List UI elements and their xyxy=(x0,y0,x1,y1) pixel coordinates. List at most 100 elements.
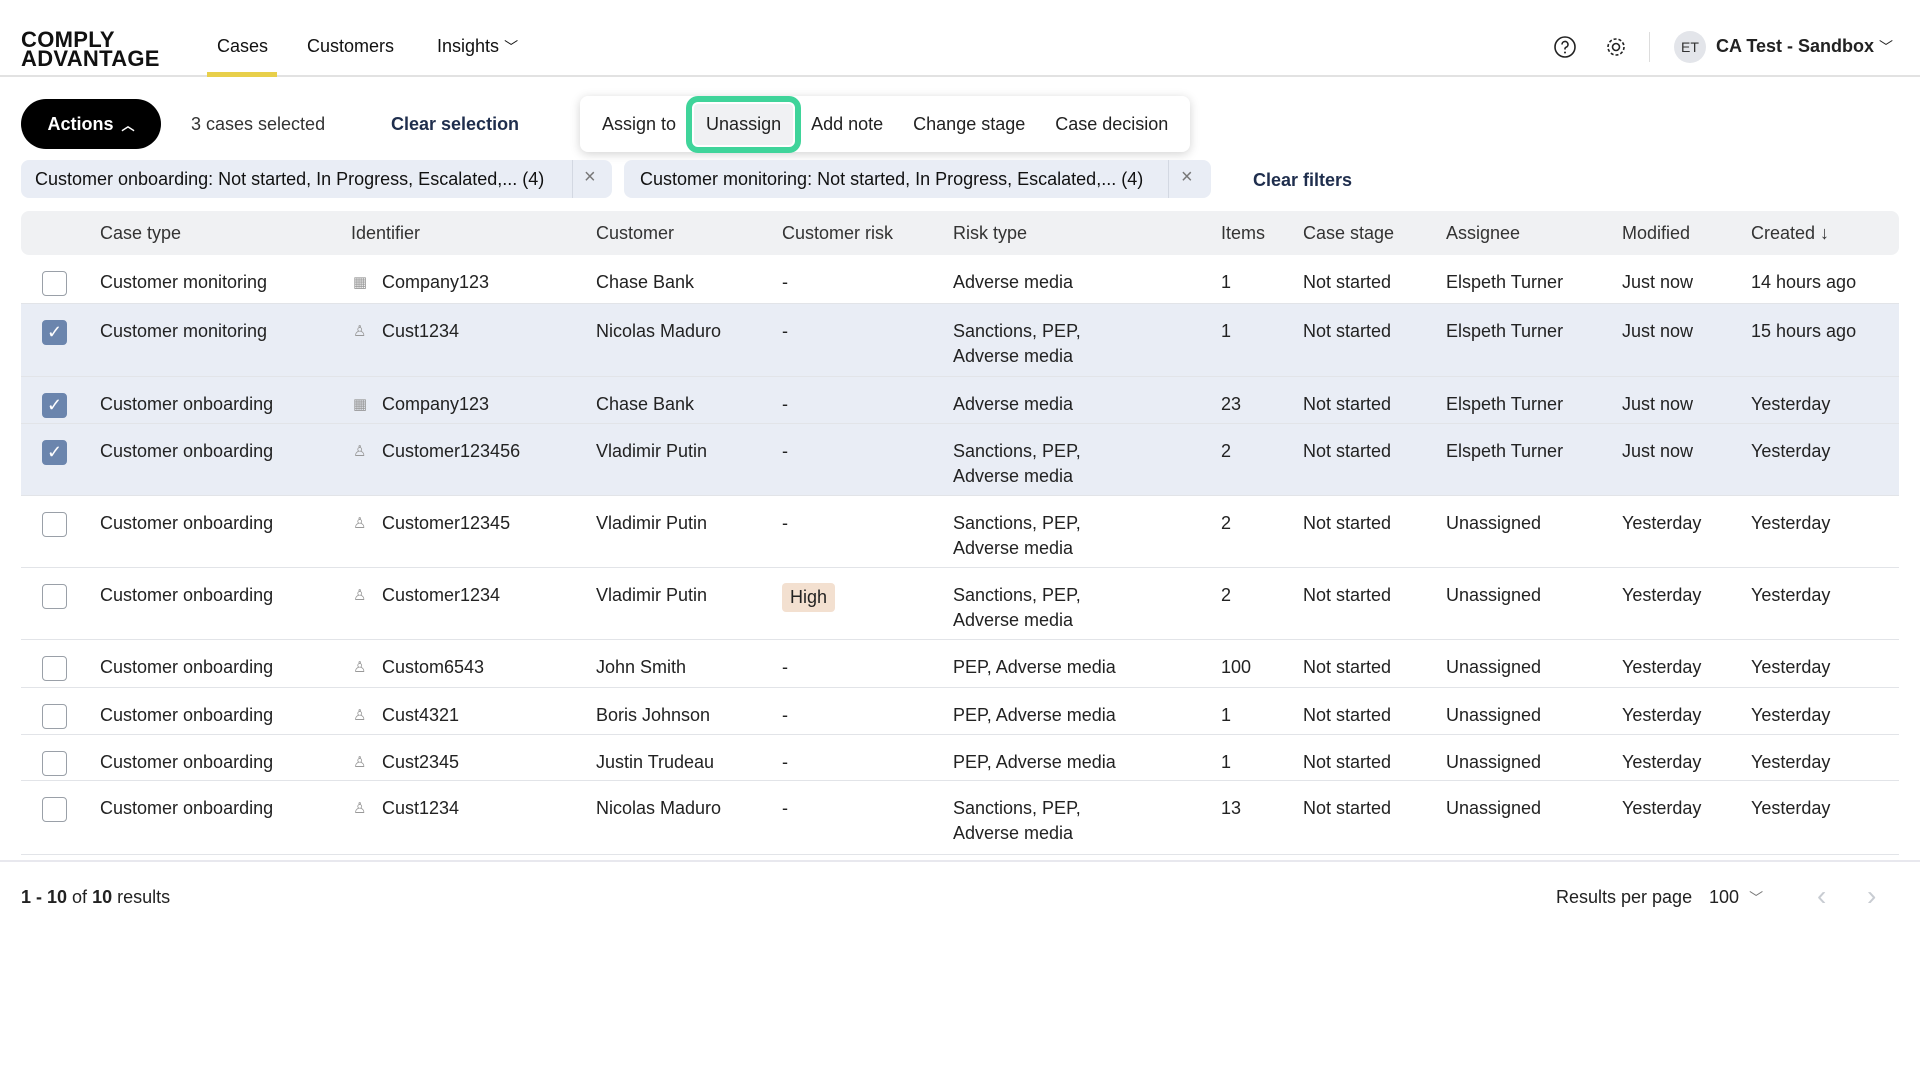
modified-cell: Yesterday xyxy=(1622,752,1702,772)
risk-type-cell: Adverse media xyxy=(953,392,1073,417)
menu-item-case-decision[interactable]: Case decision xyxy=(1055,113,1169,134)
column-header: Case type xyxy=(100,223,182,243)
row-checkbox[interactable] xyxy=(42,271,67,296)
menu-item-assign-to[interactable]: Assign to xyxy=(602,113,677,134)
risk-type-cell: Sanctions, PEP, Adverse media xyxy=(953,439,1081,489)
actions-button[interactable]: Actions ︿ xyxy=(21,99,161,149)
identifier-cell: Customer1234 xyxy=(382,585,501,605)
risk-cell: - xyxy=(782,441,788,461)
results-summary: 1 - 10 of 10 results xyxy=(21,887,171,907)
assignee-cell: Unassigned xyxy=(1446,513,1542,533)
stage-cell: Not started xyxy=(1303,798,1392,818)
help-icon[interactable] xyxy=(1553,35,1577,59)
account-switcher[interactable]: CA Test - Sandbox ﹀ xyxy=(1716,36,1894,56)
clear-selection-link[interactable]: Clear selection xyxy=(391,114,520,134)
chevron-down-icon: ﹀ xyxy=(1879,39,1894,55)
chip-divider xyxy=(572,160,573,198)
row-checkbox[interactable] xyxy=(42,704,67,729)
table-row[interactable]: Customer onboarding ♙ Customer1234 Vladimir… xyxy=(21,568,1899,640)
row-checkbox[interactable] xyxy=(42,797,67,822)
row-checkbox[interactable] xyxy=(42,751,67,776)
avatar[interactable]: ET xyxy=(1674,31,1706,63)
table-row[interactable]: Customer monitoring ▦ Company123 Chase Bank… xyxy=(21,255,1899,304)
row-checkbox[interactable]: ✓ xyxy=(42,320,67,345)
risk-type-line: Sanctions, PEP, xyxy=(953,441,1081,461)
person-icon: ♙ xyxy=(353,323,367,340)
created-cell: Yesterday xyxy=(1751,394,1831,414)
menu-item-change-stage[interactable]: Change stage xyxy=(913,113,1026,134)
risk-type-cell: Sanctions, PEP, Adverse media xyxy=(953,796,1081,846)
identifier-cell: Cust1234 xyxy=(382,321,460,341)
risk-cell: - xyxy=(782,513,788,533)
top-header: COMPLY ADVANTAGE Cases Customers Insights… xyxy=(0,0,1920,77)
risk-type-line: Sanctions, PEP, xyxy=(953,513,1081,533)
customer-cell: Nicolas Maduro xyxy=(596,798,722,818)
next-page-icon[interactable]: › xyxy=(1867,880,1877,911)
logo[interactable]: COMPLY ADVANTAGE xyxy=(21,27,160,71)
menu-item-add-note[interactable]: Add note xyxy=(811,113,884,134)
prev-page-icon[interactable]: ‹ xyxy=(1817,880,1827,911)
items-cell: 13 xyxy=(1221,798,1242,818)
items-cell: 1 xyxy=(1221,272,1232,292)
case-type-cell: Customer monitoring xyxy=(100,272,268,292)
person-icon: ♙ xyxy=(353,800,367,817)
person-icon: ♙ xyxy=(353,443,367,460)
table-row[interactable]: ✓ Customer monitoring ♙ Cust1234 Nicolas Mad… xyxy=(21,304,1899,377)
created-cell: 14 hours ago xyxy=(1751,272,1857,292)
assignee-cell: Elspeth Turner xyxy=(1446,272,1564,292)
created-cell: Yesterday xyxy=(1751,657,1831,677)
risk-type-line: Adverse media xyxy=(953,394,1074,414)
items-cell: 100 xyxy=(1221,657,1252,677)
row-checkbox[interactable] xyxy=(42,656,67,681)
row-checkbox[interactable] xyxy=(42,584,67,609)
row-checkbox[interactable]: ✓ xyxy=(42,440,67,465)
risk-badge: High xyxy=(782,583,836,612)
table-row[interactable]: Customer onboarding ♙ Custom6543 John Smith… xyxy=(21,640,1899,688)
assignee-cell: Unassigned xyxy=(1446,705,1542,725)
chip-divider xyxy=(1168,160,1169,198)
created-cell: Yesterday xyxy=(1751,705,1831,725)
results-per-page-label: Results per page xyxy=(1556,887,1693,907)
close-icon[interactable]: × xyxy=(584,166,596,188)
table-row[interactable]: Customer onboarding ♙ Cust2345 Justin Trude… xyxy=(21,735,1899,781)
per-page-select[interactable]: 100 ﹀ xyxy=(1709,887,1764,907)
menu-item-unassign[interactable]: Unassign xyxy=(686,95,802,153)
stage-cell: Not started xyxy=(1303,321,1392,341)
modified-cell: Just now xyxy=(1622,394,1694,414)
assignee-cell: Unassigned xyxy=(1446,798,1542,818)
row-checkbox[interactable]: ✓ xyxy=(42,393,67,418)
filter-chip-onboarding[interactable]: Customer onboarding: Not started, In Pro… xyxy=(21,160,612,198)
customer-cell: Vladimir Putin xyxy=(596,513,708,533)
assignee-cell: Unassigned xyxy=(1446,657,1542,677)
nav-insights[interactable]: Insights ﹀ xyxy=(437,36,519,56)
created-cell: Yesterday xyxy=(1751,441,1831,461)
stage-cell: Not started xyxy=(1303,657,1392,677)
row-checkbox[interactable] xyxy=(42,512,67,537)
customer-cell: Boris Johnson xyxy=(596,705,711,725)
table-row[interactable]: ✓ Customer onboarding ♙ Customer123456 Vladi… xyxy=(21,424,1899,496)
risk-type-line: PEP, Adverse media xyxy=(953,705,1116,725)
building-icon: ▦ xyxy=(353,396,368,413)
nav-customers[interactable]: Customers xyxy=(307,36,395,56)
table-row[interactable]: Customer onboarding ♙ Cust4321 Boris Johnso… xyxy=(21,688,1899,735)
assignee-cell: Unassigned xyxy=(1446,585,1542,605)
filter-chip-monitoring[interactable]: Customer monitoring: Not started, In Pro… xyxy=(624,160,1211,198)
clear-filters-link[interactable]: Clear filters xyxy=(1253,170,1353,190)
column-header[interactable]: Modified xyxy=(1622,223,1691,243)
column-header: Case stage xyxy=(1303,223,1395,243)
items-cell: 1 xyxy=(1221,705,1232,725)
gear-icon[interactable] xyxy=(1604,35,1628,59)
close-icon[interactable]: × xyxy=(1181,166,1193,188)
identifier-cell: Custom6543 xyxy=(382,657,485,677)
table-row[interactable]: Customer onboarding ♙ Cust1234 Nicolas Madu… xyxy=(21,781,1899,855)
risk-type-line: Adverse media xyxy=(953,823,1074,843)
nav-cases[interactable]: Cases xyxy=(217,36,269,56)
column-header[interactable]: Created ↓ xyxy=(1751,223,1830,243)
identifier-cell: Company123 xyxy=(382,272,490,292)
table-row[interactable]: Customer onboarding ♙ Customer12345 Vladimi… xyxy=(21,496,1899,568)
risk-type-cell: Sanctions, PEP, Adverse media xyxy=(953,583,1081,633)
customer-cell: John Smith xyxy=(596,657,687,677)
customer-cell: Chase Bank xyxy=(596,272,695,292)
footer-divider xyxy=(0,860,1920,862)
table-row[interactable]: ✓ Customer onboarding ▦ Company123 Chase Ban… xyxy=(21,377,1899,424)
